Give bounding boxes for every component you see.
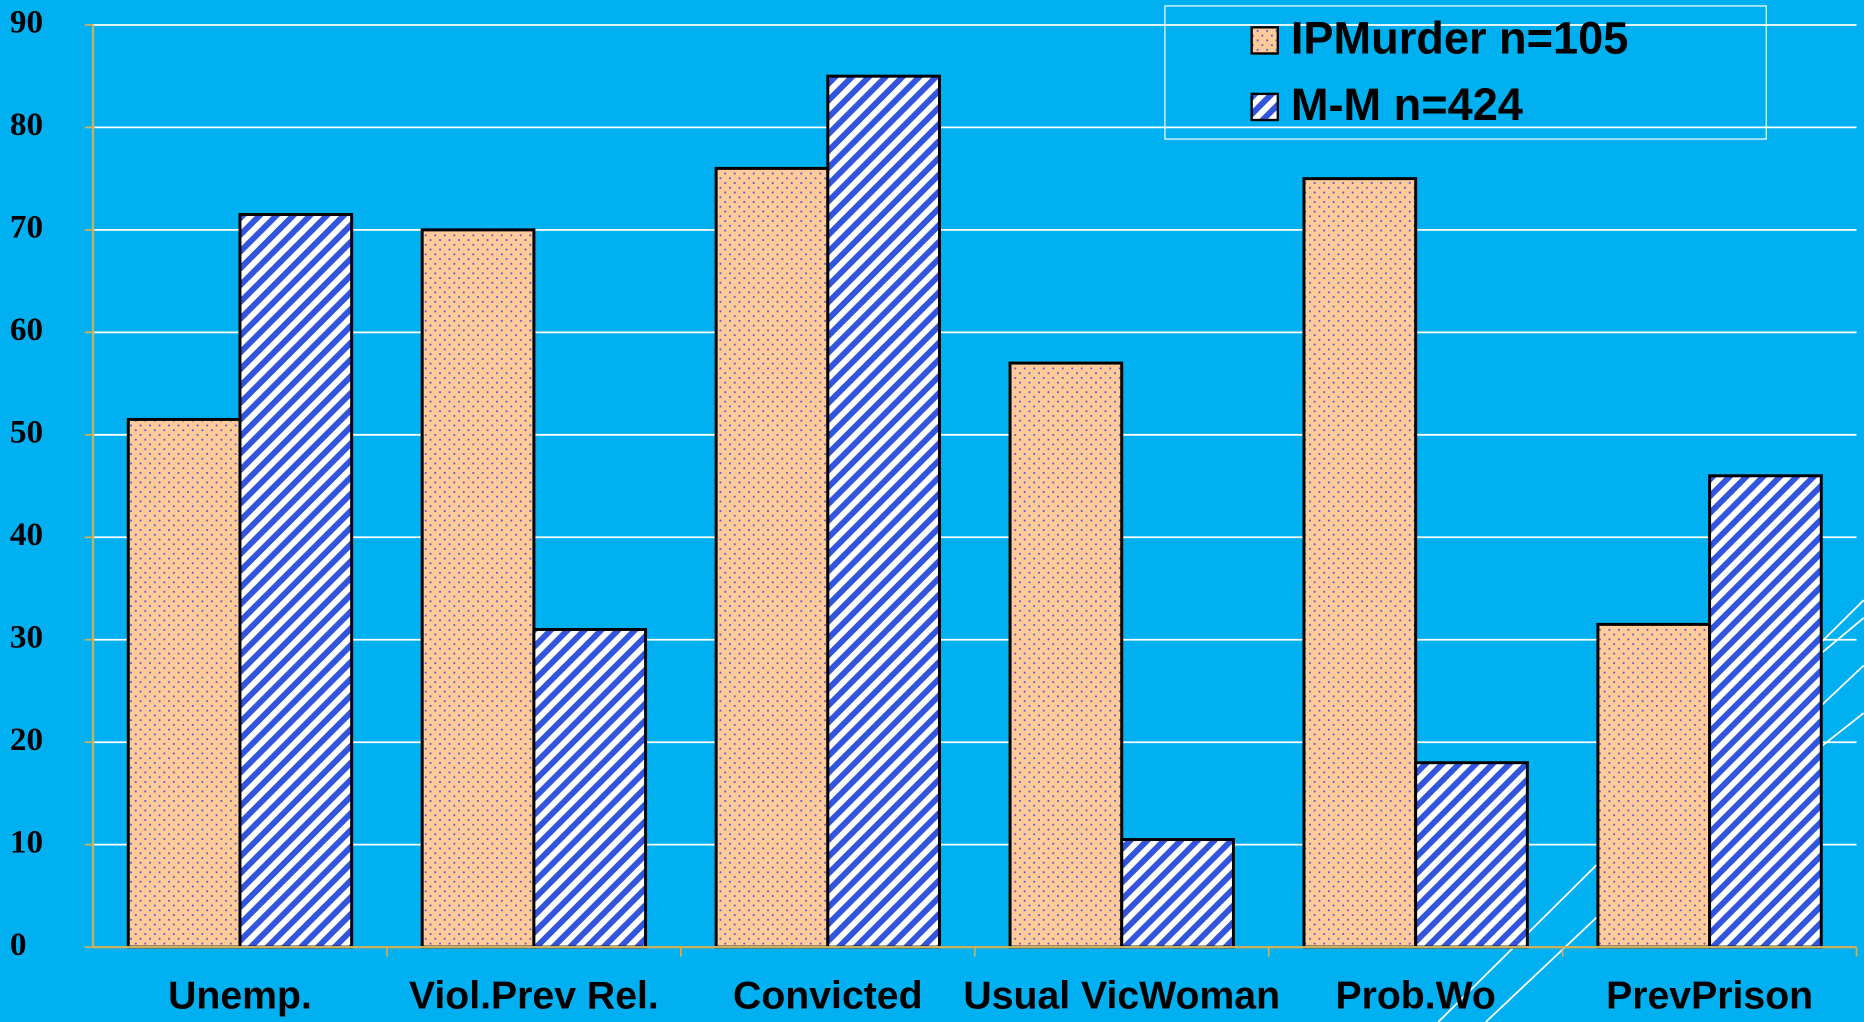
y-tick-label: 20 bbox=[10, 721, 43, 758]
bar bbox=[1414, 761, 1529, 949]
legend-swatch bbox=[1250, 26, 1280, 55]
bar bbox=[1596, 622, 1712, 949]
bar bbox=[1708, 474, 1823, 949]
bar bbox=[420, 228, 536, 949]
legend: IPMurder n=105 M-M n=424 bbox=[1164, 5, 1767, 140]
bar bbox=[714, 166, 830, 949]
x-tick-label: PrevPrison bbox=[1606, 975, 1813, 1018]
bar bbox=[126, 417, 242, 949]
bar bbox=[532, 628, 648, 949]
x-tick-label: Unemp. bbox=[168, 975, 312, 1018]
x-tick-label: Viol.Prev Rel. bbox=[409, 975, 659, 1018]
axes: 0 10 20 30 40 50 60 70 80 90 Unemp. Viol.Prev Rel. C… bbox=[10, 4, 1858, 1018]
y-tick-label: 50 bbox=[10, 413, 43, 450]
grid bbox=[93, 24, 1857, 949]
legend-box bbox=[1164, 5, 1767, 140]
bar bbox=[1008, 361, 1124, 949]
y-tick-label: 70 bbox=[10, 209, 43, 246]
x-tick-label: Usual VicWoman bbox=[963, 975, 1280, 1018]
bar bbox=[826, 74, 941, 949]
y-tick-label: 40 bbox=[10, 516, 43, 553]
y-tick-label: 60 bbox=[10, 311, 43, 348]
legend-label: IPMurder n=105 bbox=[1291, 13, 1628, 64]
bars bbox=[126, 74, 1823, 949]
bar bbox=[1120, 838, 1235, 949]
y-tick-label: 10 bbox=[10, 823, 43, 860]
y-tick-label: 80 bbox=[10, 106, 43, 143]
x-tick-label: Convicted bbox=[733, 975, 923, 1018]
bar bbox=[1302, 177, 1418, 949]
y-tick-label: 0 bbox=[10, 926, 27, 963]
bar bbox=[238, 213, 354, 949]
legend-swatch bbox=[1250, 92, 1280, 122]
y-tick-label: 90 bbox=[10, 4, 43, 41]
x-tick-label: Prob.Wo bbox=[1335, 975, 1495, 1018]
legend-label: M-M n=424 bbox=[1291, 79, 1523, 130]
y-tick-label: 30 bbox=[10, 618, 43, 655]
